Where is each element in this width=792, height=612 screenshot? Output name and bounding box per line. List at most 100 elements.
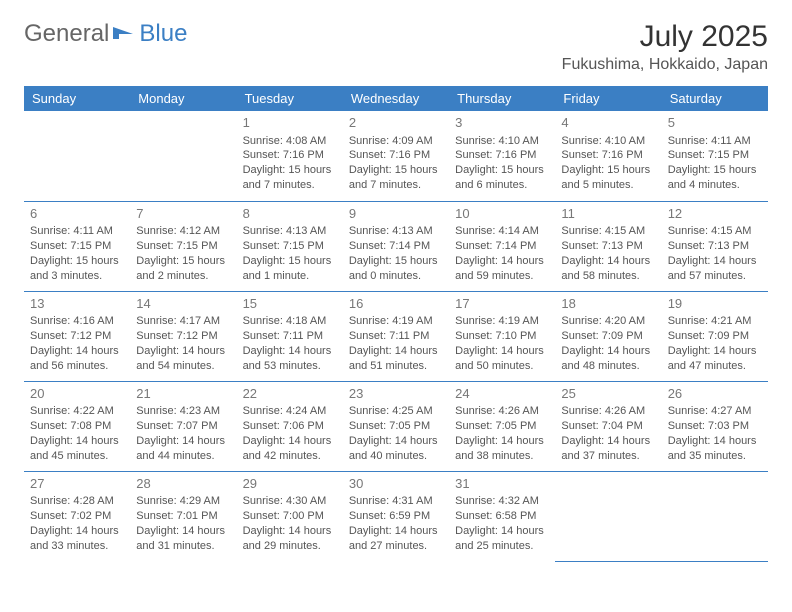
day-header: Saturday [662,86,768,111]
calendar-row: 27Sunrise: 4:28 AMSunset: 7:02 PMDayligh… [24,471,768,561]
day-number: 21 [136,385,230,403]
sunset-text: Sunset: 7:00 PM [243,509,337,524]
daylight-text: Daylight: 14 hours and 57 minutes. [668,254,762,284]
sunrise-text: Sunrise: 4:08 AM [243,134,337,149]
calendar-cell: 11Sunrise: 4:15 AMSunset: 7:13 PMDayligh… [555,201,661,291]
daylight-text: Daylight: 15 hours and 7 minutes. [349,163,443,193]
sunrise-text: Sunrise: 4:29 AM [136,494,230,509]
day-header: Tuesday [237,86,343,111]
sunset-text: Sunset: 7:11 PM [243,329,337,344]
daylight-text: Daylight: 14 hours and 25 minutes. [455,524,549,554]
day-number: 3 [455,114,549,132]
daylight-text: Daylight: 15 hours and 7 minutes. [243,163,337,193]
sunrise-text: Sunrise: 4:30 AM [243,494,337,509]
day-number: 16 [349,295,443,313]
sunset-text: Sunset: 7:16 PM [243,148,337,163]
daylight-text: Daylight: 14 hours and 54 minutes. [136,344,230,374]
sunset-text: Sunset: 7:16 PM [455,148,549,163]
sunset-text: Sunset: 7:01 PM [136,509,230,524]
calendar-cell: 31Sunrise: 4:32 AMSunset: 6:58 PMDayligh… [449,471,555,561]
sunrise-text: Sunrise: 4:27 AM [668,404,762,419]
sunrise-text: Sunrise: 4:11 AM [668,134,762,149]
sunrise-text: Sunrise: 4:17 AM [136,314,230,329]
sunrise-text: Sunrise: 4:19 AM [349,314,443,329]
month-title: July 2025 [562,20,768,54]
sunrise-text: Sunrise: 4:26 AM [561,404,655,419]
sunrise-text: Sunrise: 4:15 AM [561,224,655,239]
day-number: 19 [668,295,762,313]
sunrise-text: Sunrise: 4:09 AM [349,134,443,149]
day-number: 1 [243,114,337,132]
day-number: 4 [561,114,655,132]
sunset-text: Sunset: 7:06 PM [243,419,337,434]
sunset-text: Sunset: 7:16 PM [349,148,443,163]
daylight-text: Daylight: 14 hours and 27 minutes. [349,524,443,554]
calendar-cell [555,471,661,561]
day-number: 6 [30,205,124,223]
sunset-text: Sunset: 7:14 PM [455,239,549,254]
daylight-text: Daylight: 15 hours and 4 minutes. [668,163,762,193]
sunset-text: Sunset: 7:05 PM [349,419,443,434]
daylight-text: Daylight: 14 hours and 53 minutes. [243,344,337,374]
sunset-text: Sunset: 7:14 PM [349,239,443,254]
sunrise-text: Sunrise: 4:22 AM [30,404,124,419]
day-number: 30 [349,475,443,493]
sunset-text: Sunset: 7:12 PM [30,329,124,344]
daylight-text: Daylight: 14 hours and 40 minutes. [349,434,443,464]
sunrise-text: Sunrise: 4:24 AM [243,404,337,419]
sunrise-text: Sunrise: 4:10 AM [455,134,549,149]
day-header: Sunday [24,86,130,111]
daylight-text: Daylight: 14 hours and 58 minutes. [561,254,655,284]
daylight-text: Daylight: 15 hours and 0 minutes. [349,254,443,284]
day-number: 31 [455,475,549,493]
day-number: 12 [668,205,762,223]
daylight-text: Daylight: 14 hours and 33 minutes. [30,524,124,554]
title-block: July 2025 Fukushima, Hokkaido, Japan [562,20,768,74]
sunrise-text: Sunrise: 4:31 AM [349,494,443,509]
day-number: 15 [243,295,337,313]
calendar-row: 13Sunrise: 4:16 AMSunset: 7:12 PMDayligh… [24,291,768,381]
calendar-cell: 3 Sunrise: 4:10 AMSunset: 7:16 PMDaylight… [449,111,555,201]
sunrise-text: Sunrise: 4:25 AM [349,404,443,419]
sunrise-text: Sunrise: 4:28 AM [30,494,124,509]
daylight-text: Daylight: 14 hours and 38 minutes. [455,434,549,464]
sunset-text: Sunset: 7:11 PM [349,329,443,344]
calendar-cell: 17Sunrise: 4:19 AMSunset: 7:10 PMDayligh… [449,291,555,381]
daylight-text: Daylight: 15 hours and 2 minutes. [136,254,230,284]
sunset-text: Sunset: 7:02 PM [30,509,124,524]
sunset-text: Sunset: 6:59 PM [349,509,443,524]
day-number: 29 [243,475,337,493]
daylight-text: Daylight: 14 hours and 44 minutes. [136,434,230,464]
calendar-cell: 30Sunrise: 4:31 AMSunset: 6:59 PMDayligh… [343,471,449,561]
sunset-text: Sunset: 7:09 PM [668,329,762,344]
day-number: 14 [136,295,230,313]
sunset-text: Sunset: 7:15 PM [136,239,230,254]
sunrise-text: Sunrise: 4:14 AM [455,224,549,239]
day-number: 24 [455,385,549,403]
sunset-text: Sunset: 7:15 PM [30,239,124,254]
calendar-cell: 4Sunrise: 4:10 AMSunset: 7:16 PMDaylight… [555,111,661,201]
calendar-cell: 19Sunrise: 4:21 AMSunset: 7:09 PMDayligh… [662,291,768,381]
day-number: 7 [136,205,230,223]
daylight-text: Daylight: 14 hours and 37 minutes. [561,434,655,464]
sunrise-text: Sunrise: 4:10 AM [561,134,655,149]
sunrise-text: Sunrise: 4:18 AM [243,314,337,329]
day-number: 18 [561,295,655,313]
sunrise-text: Sunrise: 4:16 AM [30,314,124,329]
calendar-cell [24,111,130,201]
calendar-cell: 6Sunrise: 4:11 AMSunset: 7:15 PMDaylight… [24,201,130,291]
calendar-cell: 1 Sunrise: 4:08 AMSunset: 7:16 PMDaylight… [237,111,343,201]
daylight-text: Daylight: 14 hours and 42 minutes. [243,434,337,464]
daylight-text: Daylight: 14 hours and 29 minutes. [243,524,337,554]
sunrise-text: Sunrise: 4:23 AM [136,404,230,419]
calendar-cell: 8Sunrise: 4:13 AMSunset: 7:15 PMDaylight… [237,201,343,291]
sunset-text: Sunset: 7:10 PM [455,329,549,344]
calendar-cell: 28Sunrise: 4:29 AMSunset: 7:01 PMDayligh… [130,471,236,561]
day-header: Friday [555,86,661,111]
sunrise-text: Sunrise: 4:15 AM [668,224,762,239]
calendar-cell: 22Sunrise: 4:24 AMSunset: 7:06 PMDayligh… [237,381,343,471]
sunset-text: Sunset: 6:58 PM [455,509,549,524]
daylight-text: Daylight: 15 hours and 6 minutes. [455,163,549,193]
sunset-text: Sunset: 7:12 PM [136,329,230,344]
calendar-cell: 21Sunrise: 4:23 AMSunset: 7:07 PMDayligh… [130,381,236,471]
